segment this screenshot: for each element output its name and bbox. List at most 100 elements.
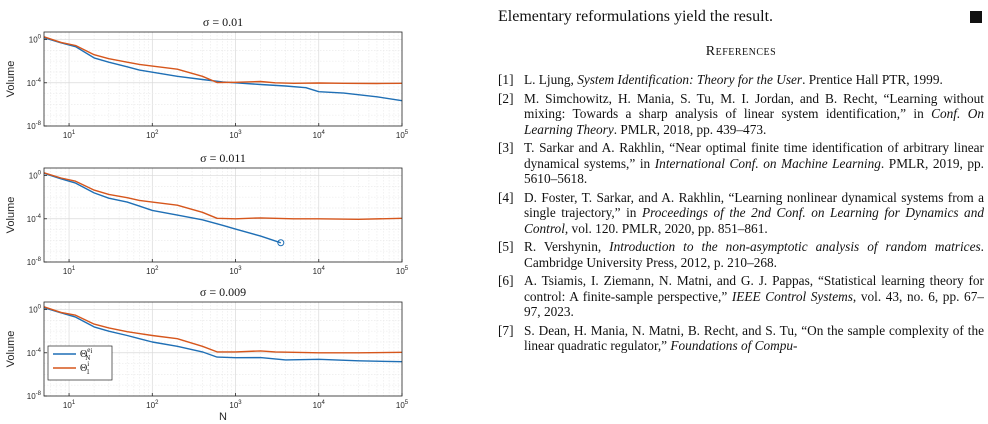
- y-tick-label: 10-4: [27, 348, 42, 358]
- legend-symbol: Θ: [80, 349, 87, 360]
- x-tick-label: 103: [229, 130, 242, 140]
- y-tick-exponent: 0: [38, 35, 42, 41]
- y-tick-exponent: -8: [36, 391, 42, 397]
- x-tick-label: 105: [396, 266, 409, 276]
- y-tick-label: 100: [29, 171, 42, 181]
- x-tick-label: 103: [229, 266, 242, 276]
- reference-venue: Proceedings of the 2nd Conf. on Learning…: [524, 205, 984, 236]
- series-line-1: [43, 172, 282, 244]
- reference-number: [4]: [498, 189, 514, 205]
- y-axis-label: Volume: [5, 331, 17, 368]
- reference-details: , vol. 120. PMLR, 2020, pp. 851–861.: [564, 220, 768, 236]
- volume-figure: 101 102 103 104 105 100 10-4 10-8 σ = 0.01 Volume…: [0, 0, 420, 424]
- legend-superscript-index: i: [90, 347, 92, 355]
- reference-text: D. Foster, T. Sarkar, and A. Rakhlin, “L…: [524, 189, 984, 221]
- reference-text: L. Ljung,: [524, 72, 578, 87]
- y-tick-base: 10: [29, 36, 38, 45]
- x-tick-base: 10: [229, 131, 238, 140]
- y-tick-base: 10: [27, 215, 36, 224]
- y-tick-base: 10: [27, 349, 36, 358]
- x-tick-exponent: 5: [405, 130, 409, 136]
- y-tick-label: 10-8: [27, 391, 42, 401]
- subplot-title: σ = 0.011: [200, 151, 246, 165]
- subplot-title: σ = 0.009: [200, 285, 246, 299]
- x-tick-base: 10: [146, 401, 155, 410]
- x-tick-label: 102: [146, 266, 159, 276]
- y-axis-label: Volume: [5, 61, 17, 98]
- plot-area: [44, 168, 402, 262]
- text-column: Elementary reformulations yield the resu…: [498, 0, 984, 424]
- x-tick-exponent: 5: [405, 400, 409, 406]
- reference-item: [4] D. Foster, T. Sarkar, and A. Rakhlin,…: [498, 190, 984, 237]
- axes-box: [43, 167, 403, 263]
- y-tick-exponent: 0: [38, 305, 42, 311]
- subplot-title: σ = 0.01: [203, 15, 243, 29]
- legend: Θei NΘi 1: [47, 345, 113, 381]
- x-tick-base: 10: [313, 267, 322, 276]
- reference-details: , vol. 43, no. 6, pp. 67–97, 2023.: [524, 288, 984, 320]
- x-tick-label: 105: [396, 400, 409, 410]
- axes-box: [43, 31, 403, 127]
- reference-text: R. Vershynin,: [524, 239, 610, 254]
- y-tick-exponent: -4: [36, 78, 42, 84]
- x-tick-exponent: 2: [155, 266, 159, 272]
- x-tick-base: 10: [229, 401, 238, 410]
- y-tick-base: 10: [29, 306, 38, 315]
- legend-superscript: e: [87, 346, 90, 354]
- x-tick-exponent: 2: [155, 130, 159, 136]
- series-line-2: [43, 306, 403, 354]
- legend-box: [47, 345, 113, 381]
- legend-entry-2: Θi 1: [80, 360, 90, 376]
- x-tick-exponent: 1: [72, 130, 76, 136]
- y-tick-exponent: -4: [36, 348, 42, 354]
- reference-venue: Foundations of Compu-: [670, 338, 798, 353]
- reference-list: [1] L. Ljung, System Identification: Theo…: [498, 72, 984, 357]
- reference-number: [6]: [498, 273, 514, 288]
- x-tick-base: 10: [396, 131, 405, 140]
- x-tick-exponent: 1: [72, 400, 76, 406]
- reference-venue: IEEE Control Systems: [731, 288, 853, 304]
- plot-area: [44, 32, 402, 126]
- y-tick-exponent: -8: [36, 121, 42, 127]
- y-tick-label: 10-4: [27, 78, 42, 88]
- reference-number: [3]: [498, 140, 514, 155]
- x-tick-base: 10: [63, 401, 72, 410]
- reference-number: [2]: [498, 90, 514, 106]
- y-tick-label: 10-8: [27, 257, 42, 267]
- x-tick-exponent: 4: [322, 130, 326, 136]
- references-heading: References: [705, 44, 777, 59]
- reference-details: . PMLR, 2018, pp. 439–473.: [613, 121, 767, 137]
- x-axis-label: N: [219, 411, 227, 423]
- x-tick-base: 10: [63, 131, 72, 140]
- reference-venue: System Identification: Theory for the Us…: [577, 72, 803, 87]
- reference-number: [5]: [498, 239, 514, 254]
- x-tick-exponent: 4: [322, 266, 326, 272]
- y-axis-label: Volume: [5, 197, 17, 234]
- series-line-2: [43, 36, 403, 85]
- x-tick-label: 101: [63, 266, 76, 276]
- series-line-1: [43, 307, 403, 363]
- axes-box: [43, 301, 403, 397]
- reference-venue: International Conf. on Machine Learning: [654, 155, 881, 171]
- y-tick-base: 10: [27, 392, 36, 401]
- y-tick-base: 10: [27, 258, 36, 267]
- x-tick-exponent: 5: [405, 266, 409, 272]
- x-tick-label: 101: [63, 130, 76, 140]
- legend-superscript: i: [87, 360, 89, 368]
- reference-item: [6] A. Tsiamis, I. Ziemann, N. Matni, and…: [498, 273, 984, 320]
- x-tick-base: 10: [396, 267, 405, 276]
- reference-details: . PMLR, 2019, pp. 5610–5618.: [524, 155, 984, 187]
- reference-item: [7] S. Dean, H. Mania, N. Matni, B. Recht…: [498, 323, 984, 354]
- legend-subscript: 1: [86, 368, 90, 376]
- y-tick-label: 100: [29, 305, 42, 315]
- y-tick-exponent: 0: [38, 171, 42, 177]
- reference-number: [1]: [498, 72, 514, 87]
- x-tick-base: 10: [63, 267, 72, 276]
- reference-item: [3] T. Sarkar and A. Rakhlin, “Near optim…: [498, 140, 984, 187]
- x-tick-base: 10: [146, 267, 155, 276]
- y-tick-base: 10: [27, 79, 36, 88]
- series-line-2: [43, 172, 403, 220]
- x-tick-label: 105: [396, 130, 409, 140]
- qed-square-icon: [970, 11, 982, 23]
- reference-venue: Introduction to the non-asymptotic analy…: [609, 239, 981, 254]
